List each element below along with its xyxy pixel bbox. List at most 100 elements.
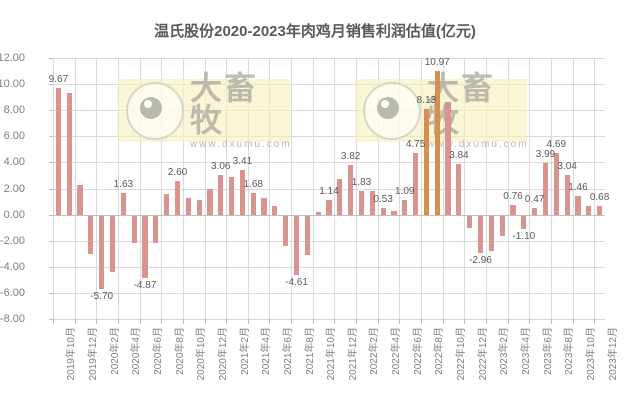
- y-axis-tick-mark: [49, 292, 53, 294]
- bar: [456, 164, 462, 215]
- bar-value-label: 3.04: [557, 160, 577, 172]
- y-axis: 12.00 10.00 8.00 6.00 4.00 2.00 0.00 -2.00 -4.00…: [0, 52, 605, 325]
- bar: [142, 214, 148, 279]
- bar: [434, 71, 440, 215]
- bar: [521, 214, 527, 229]
- x-axis-tick-label: 2020年10月: [196, 327, 208, 381]
- x-axis-tick-label: 2023年12月: [607, 327, 619, 381]
- bar: [402, 200, 408, 215]
- bar: [337, 179, 343, 215]
- bar: [380, 207, 386, 215]
- x-axis-tick-label: 2020年12月: [217, 327, 229, 381]
- x-axis-tick-label: 2020年2月: [109, 327, 121, 375]
- gridline-vertical: [96, 58, 98, 319]
- gridline-vertical: [377, 58, 379, 319]
- bar-value-label: -4.87: [133, 280, 157, 292]
- y-axis-tick-mark: [49, 162, 53, 164]
- bar: [423, 108, 429, 215]
- bar: [283, 214, 289, 246]
- x-axis-tick-label: 2020年6月: [153, 327, 164, 375]
- bar-value-label: 1.14: [319, 185, 339, 197]
- bar-value-label: 0.76: [503, 190, 523, 202]
- x-axis-tick-mark: [464, 319, 466, 324]
- x-axis-tick-mark: [53, 319, 54, 324]
- gridline-vertical: [572, 58, 574, 319]
- gridline-horizontal: [53, 84, 605, 86]
- x-axis-tick-mark: [74, 319, 76, 324]
- bar-value-label: 4.69: [546, 139, 567, 151]
- gridline-vertical: [269, 58, 271, 319]
- gridline-vertical: [161, 58, 163, 319]
- bar: [207, 189, 213, 215]
- gridline-vertical: [74, 58, 76, 319]
- bar: [510, 204, 516, 215]
- x-axis-tick-mark: [269, 319, 271, 324]
- y-axis-tick-label: 0.00: [3, 208, 25, 221]
- bar-value-label: 10.97: [424, 57, 450, 69]
- bar: [88, 214, 94, 254]
- bar-value-label: 1.46: [568, 181, 588, 193]
- bar: [55, 88, 61, 215]
- bar-value-label: -1.10: [512, 230, 536, 242]
- x-axis-tick-label: 2023年6月: [542, 327, 554, 375]
- y-axis-tick-mark: [49, 110, 53, 112]
- x-axis-tick-mark: [117, 319, 119, 324]
- x-axis-tick-mark: [96, 319, 98, 324]
- y-axis-tick-label: 8.00: [3, 104, 25, 117]
- bar-value-label: 2.60: [167, 166, 188, 178]
- gridline-vertical: [464, 58, 466, 319]
- y-axis-tick-label: 4.00: [3, 156, 25, 169]
- bar-value-label: 3.06: [211, 160, 231, 172]
- bar-value-label: -2.96: [469, 255, 492, 267]
- x-axis-tick-mark: [507, 319, 509, 324]
- bar: [174, 180, 181, 215]
- gridline-vertical: [312, 58, 314, 319]
- gridline-vertical: [485, 58, 487, 319]
- zero-baseline: [53, 214, 605, 216]
- x-axis-tick-mark: [291, 319, 293, 324]
- gridline-horizontal: [53, 162, 605, 164]
- y-axis-tick-label: -8.00: [0, 313, 25, 325]
- bar-value-label: 1.63: [113, 179, 134, 191]
- y-axis-tick-label: -6.00: [0, 286, 25, 299]
- bar: [66, 93, 72, 215]
- x-axis-tick-mark: [594, 319, 596, 324]
- bar-value-label: -4.61: [285, 276, 308, 288]
- bar: [304, 214, 310, 256]
- gridline-vertical: [529, 58, 531, 319]
- bar: [445, 102, 451, 215]
- bar-value-label: -5.70: [90, 290, 114, 302]
- x-axis-tick-label: 2022年4月: [391, 327, 403, 375]
- x-axis-tick-label: 2021年10月: [326, 327, 338, 381]
- y-axis-tick-mark: [49, 58, 53, 59]
- gridline-vertical: [204, 58, 206, 319]
- y-axis-tick-mark: [49, 214, 53, 216]
- x-axis-tick-mark: [377, 319, 379, 324]
- bar-value-label: 0.68: [589, 191, 610, 203]
- bar: [99, 214, 105, 289]
- x-axis-tick-mark: [572, 319, 574, 324]
- bar: [120, 193, 126, 215]
- gridline-vertical: [53, 58, 54, 319]
- bar-value-label: 0.47: [524, 194, 545, 206]
- y-axis-tick-label: 12.00: [0, 52, 25, 64]
- bar: [596, 205, 603, 215]
- bar: [412, 152, 419, 215]
- x-axis-tick-mark: [226, 319, 228, 324]
- gridline-vertical: [550, 58, 552, 319]
- y-axis-tick-mark: [49, 136, 53, 138]
- bar: [358, 190, 365, 215]
- x-axis-tick-label: 2019年12月: [88, 327, 100, 381]
- bar-value-label: 3.84: [449, 150, 469, 162]
- gridline-vertical: [594, 58, 596, 319]
- x-axis-tick-label: 2019年10月: [66, 327, 78, 381]
- bar: [488, 214, 494, 252]
- gridline-vertical: [507, 58, 509, 319]
- gridline-vertical: [182, 58, 184, 319]
- bar: [369, 190, 375, 215]
- x-axis-tick-mark: [139, 319, 141, 324]
- bar: [77, 184, 83, 215]
- bar: [250, 192, 256, 215]
- x-axis-tick-mark: [182, 319, 184, 324]
